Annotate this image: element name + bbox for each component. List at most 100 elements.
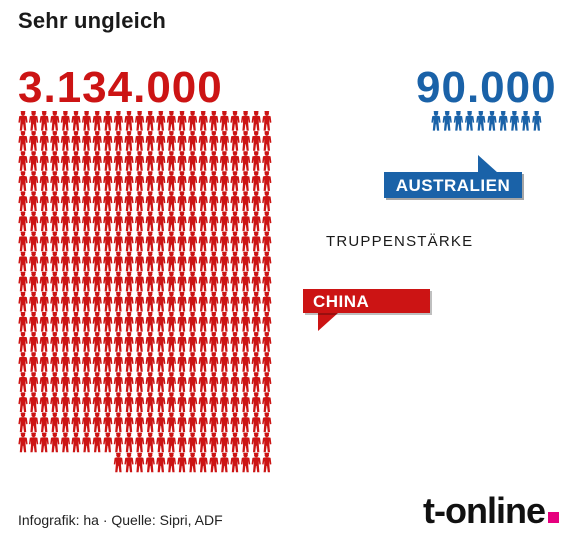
china-soldier-icon [103, 392, 113, 412]
china-soldier-icon [156, 231, 166, 252]
china-soldier-icon [71, 211, 81, 232]
china-soldier-icon [113, 251, 123, 272]
china-soldier-icon [230, 352, 240, 372]
china-soldier-icon [135, 432, 145, 453]
china-soldier-icon [262, 452, 272, 473]
china-soldier-icon [230, 191, 240, 211]
china-soldier-icon [177, 111, 187, 131]
china-soldier-icon [145, 151, 155, 171]
china-soldier-icon [103, 111, 113, 131]
china-soldier-icon [92, 352, 102, 372]
china-soldier-icon [39, 392, 49, 412]
china-soldier-icon [188, 111, 198, 131]
china-soldier-icon [50, 392, 60, 412]
china-soldier-icon [60, 271, 70, 292]
china-soldier-icon [209, 131, 219, 151]
china-soldier-icon [39, 171, 49, 191]
china-soldier-icon [156, 372, 166, 392]
china-soldier-icon [156, 271, 166, 292]
china-soldier-icon [145, 392, 155, 412]
china-soldier-icon [230, 332, 240, 352]
china-soldier-icon [156, 151, 166, 171]
china-soldier-icon [50, 291, 60, 312]
china-soldier-icon [145, 191, 155, 211]
china-soldier-icon [124, 231, 134, 252]
china-soldier-icon [209, 291, 219, 312]
china-soldier-icon [18, 271, 28, 292]
china-soldier-icon [145, 231, 155, 252]
china-soldier-icon [177, 312, 187, 332]
china-soldier-icon [230, 131, 240, 151]
china-soldier-icon [230, 151, 240, 171]
china-soldier-icon [124, 332, 134, 352]
china-soldier-icon [50, 412, 60, 433]
china-soldier-icon [241, 412, 251, 433]
china-soldier-icon [39, 312, 49, 332]
china-soldier-icon [219, 131, 229, 151]
china-soldier-icon [103, 332, 113, 352]
china-soldier-icon [29, 291, 39, 312]
china-soldier-icon [145, 211, 155, 232]
china-soldier-icon [219, 171, 229, 191]
china-soldier-icon [113, 432, 123, 453]
china-soldier-icon [230, 412, 240, 433]
china-soldier-icon [156, 452, 166, 473]
china-soldier-icon [18, 392, 28, 412]
china-soldier-icon [18, 131, 28, 151]
china-soldier-icon [60, 191, 70, 211]
china-soldier-icon [92, 131, 102, 151]
china-soldier-icon [71, 412, 81, 433]
china-soldier-icon [135, 372, 145, 392]
china-soldier-icon [82, 352, 92, 372]
china-soldier-icon [219, 111, 229, 131]
china-soldier-icon [29, 171, 39, 191]
china-soldier-icon [113, 392, 123, 412]
china-soldier-icon [219, 211, 229, 232]
china-soldier-icon [92, 171, 102, 191]
china-soldier-icon [18, 312, 28, 332]
china-soldier-icon [135, 291, 145, 312]
china-soldier-icon [219, 271, 229, 292]
china-soldier-icon [219, 392, 229, 412]
china-soldier-icon [135, 352, 145, 372]
china-soldier-icon [156, 392, 166, 412]
china-soldier-icon [188, 271, 198, 292]
china-value: 3.134.000 [18, 63, 223, 112]
china-soldier-icon [82, 211, 92, 232]
china-soldier-icon [103, 412, 113, 433]
china-soldier-icon [18, 412, 28, 433]
australia-soldier-icon [498, 111, 508, 131]
china-soldier-icon [39, 211, 49, 232]
china-soldier-icon [60, 312, 70, 332]
australia-soldier-icon [532, 111, 542, 131]
china-soldier-icon [29, 231, 39, 252]
china-soldier-icon [262, 231, 272, 252]
china-soldier-icon [251, 332, 261, 352]
china-soldier-icon [198, 291, 208, 312]
china-soldier-icon [124, 171, 134, 191]
china-soldier-icon [145, 251, 155, 272]
china-soldier-icon [82, 291, 92, 312]
china-soldier-icon [177, 432, 187, 453]
china-soldier-icon [241, 131, 251, 151]
china-soldier-icon [209, 432, 219, 453]
china-soldier-icon [145, 271, 155, 292]
australia-value: 90.000 [416, 63, 557, 112]
china-soldier-icon [166, 271, 176, 292]
china-soldier-icon [135, 151, 145, 171]
china-soldier-icon [18, 352, 28, 372]
credits: Infografik: ha · Quelle: Sipri, ADF [18, 512, 223, 528]
china-soldier-icon [18, 191, 28, 211]
china-soldier-icon [251, 231, 261, 252]
china-soldier-icon [92, 432, 102, 453]
china-soldier-icon [18, 171, 28, 191]
china-soldier-icon [39, 131, 49, 151]
china-soldier-icon [145, 332, 155, 352]
china-soldier-icon [219, 231, 229, 252]
china-soldier-icon [135, 191, 145, 211]
china-soldier-icon [113, 372, 123, 392]
china-soldier-icon [50, 312, 60, 332]
china-soldier-icon [92, 111, 102, 131]
china-soldier-icon [124, 352, 134, 372]
china-soldier-icon [82, 271, 92, 292]
